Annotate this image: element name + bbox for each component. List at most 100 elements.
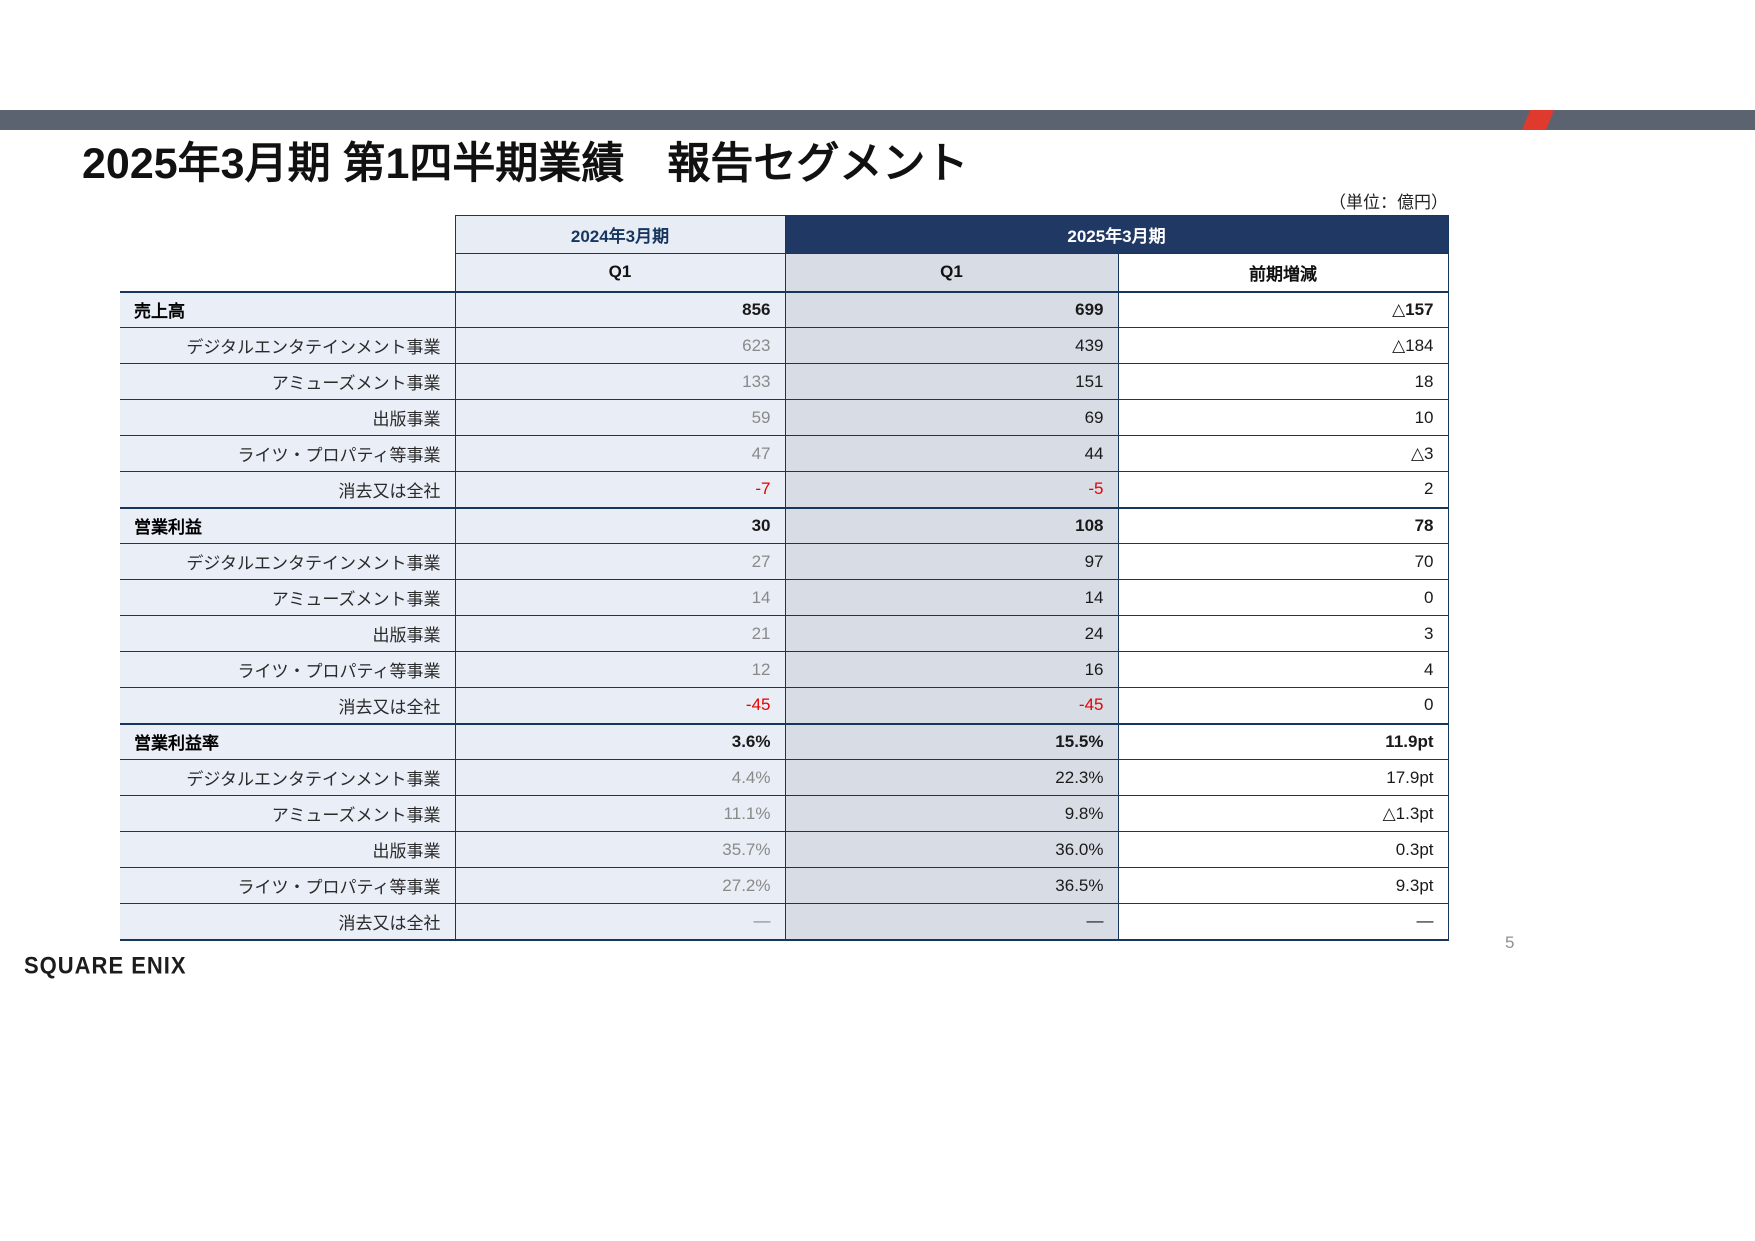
header-yoy-change: 前期増減 — [1117, 253, 1449, 292]
table-row: ライツ・プロパティ等事業 12 16 4 — [120, 651, 1449, 688]
header-q1-fy2025: Q1 — [784, 253, 1119, 292]
value-yoy-change: 11.9pt — [1117, 722, 1449, 760]
row-label: アミューズメント事業 — [120, 363, 455, 400]
value-yoy-change: 2 — [1117, 471, 1449, 508]
value-fy2025-q1: 439 — [784, 327, 1118, 364]
value-yoy-change: — — [1117, 903, 1449, 941]
value-fy2025-q1: 69 — [784, 399, 1118, 436]
value-fy2025-q1: 44 — [784, 435, 1118, 472]
value-yoy-change: △1.3pt — [1117, 795, 1449, 832]
value-fy2024-q1: -7 — [454, 471, 785, 508]
table-row: 消去又は全社 -7 -5 2 — [120, 471, 1449, 508]
value-yoy-change: △157 — [1117, 290, 1449, 328]
row-label: 消去又は全社 — [120, 903, 455, 941]
value-yoy-change: 10 — [1117, 399, 1449, 436]
segment-results-table: 2024年3月期 2025年3月期 Q1 Q1 前期増減 売上高 856 699 △1… — [120, 215, 1449, 941]
value-fy2025-q1: 24 — [784, 615, 1118, 652]
row-label: 出版事業 — [120, 831, 455, 868]
top-divider-bar — [0, 110, 1755, 130]
row-label: ライツ・プロパティ等事業 — [120, 867, 455, 904]
row-label: デジタルエンタテインメント事業 — [120, 759, 455, 796]
value-fy2024-q1: 30 — [454, 506, 785, 544]
row-label: デジタルエンタテインメント事業 — [120, 543, 455, 580]
page-number: 5 — [1505, 933, 1515, 952]
value-fy2025-q1: 16 — [784, 651, 1118, 688]
unit-note: （単位：億円） — [1329, 193, 1448, 212]
table-row: デジタルエンタテインメント事業 27 97 70 — [120, 543, 1449, 580]
value-fy2024-q1: 856 — [454, 290, 785, 328]
square-enix-logo: SQUARE ENIX — [24, 951, 187, 979]
value-fy2025-q1: 36.0% — [784, 831, 1118, 868]
row-label: 消去又は全社 — [120, 687, 455, 724]
value-fy2025-q1: — — [784, 903, 1118, 941]
row-label: 出版事業 — [120, 615, 455, 652]
value-yoy-change: 0 — [1117, 687, 1449, 724]
value-yoy-change: 78 — [1117, 506, 1449, 544]
value-fy2025-q1: 699 — [784, 290, 1118, 328]
row-label: ライツ・プロパティ等事業 — [120, 651, 455, 688]
table-row: デジタルエンタテインメント事業 4.4% 22.3% 17.9pt — [120, 759, 1449, 796]
row-label: 営業利益率 — [120, 722, 455, 760]
table-row: アミューズメント事業 14 14 0 — [120, 579, 1449, 616]
value-fy2025-q1: 15.5% — [784, 722, 1118, 760]
row-label: ライツ・プロパティ等事業 — [120, 435, 455, 472]
row-label: アミューズメント事業 — [120, 579, 455, 616]
value-fy2025-q1: -45 — [784, 687, 1118, 724]
table-row: 消去又は全社 — — — — [120, 903, 1449, 941]
table-row: ライツ・プロパティ等事業 47 44 △3 — [120, 435, 1449, 472]
value-yoy-change: 70 — [1117, 543, 1449, 580]
value-fy2025-q1: 108 — [784, 506, 1118, 544]
table-row: 営業利益率 3.6% 15.5% 11.9pt — [120, 722, 1449, 760]
value-fy2024-q1: 21 — [454, 615, 785, 652]
value-fy2025-q1: 36.5% — [784, 867, 1118, 904]
segment-results-table-wrap: 2024年3月期 2025年3月期 Q1 Q1 前期増減 売上高 856 699 △1… — [120, 215, 1449, 941]
value-fy2024-q1: 11.1% — [454, 795, 785, 832]
value-fy2025-q1: 97 — [784, 543, 1118, 580]
table-row: 出版事業 21 24 3 — [120, 615, 1449, 652]
table-row: 消去又は全社 -45 -45 0 — [120, 687, 1449, 724]
header-corner-cell — [120, 216, 455, 254]
header-q1-fy2024: Q1 — [454, 253, 786, 292]
value-fy2024-q1: 14 — [454, 579, 785, 616]
table-row: アミューズメント事業 133 151 18 — [120, 363, 1449, 400]
table-header-row-fiscal-years: 2024年3月期 2025年3月期 — [120, 215, 1449, 254]
header-fy2024: 2024年3月期 — [454, 215, 786, 254]
value-fy2024-q1: 27 — [454, 543, 785, 580]
header-fy2025: 2025年3月期 — [784, 215, 1449, 254]
row-label: 営業利益 — [120, 506, 455, 544]
table-row: 出版事業 35.7% 36.0% 0.3pt — [120, 831, 1449, 868]
row-label: デジタルエンタテインメント事業 — [120, 327, 455, 364]
value-yoy-change: 0 — [1117, 579, 1449, 616]
header-corner-cell-2 — [120, 254, 455, 292]
row-label: 消去又は全社 — [120, 471, 455, 508]
value-fy2024-q1: 3.6% — [454, 722, 785, 760]
value-fy2024-q1: 623 — [454, 327, 785, 364]
value-yoy-change: 0.3pt — [1117, 831, 1449, 868]
value-fy2024-q1: 12 — [454, 651, 785, 688]
value-fy2025-q1: 22.3% — [784, 759, 1118, 796]
value-fy2024-q1: 59 — [454, 399, 785, 436]
red-accent-slash — [1521, 110, 1555, 130]
table-row: 売上高 856 699 △157 — [120, 290, 1449, 328]
table-row: 営業利益 30 108 78 — [120, 506, 1449, 544]
value-yoy-change: △3 — [1117, 435, 1449, 472]
table-row: デジタルエンタテインメント事業 623 439 △184 — [120, 327, 1449, 364]
table-row: アミューズメント事業 11.1% 9.8% △1.3pt — [120, 795, 1449, 832]
value-fy2025-q1: 9.8% — [784, 795, 1118, 832]
value-fy2024-q1: 133 — [454, 363, 785, 400]
value-yoy-change: △184 — [1117, 327, 1449, 364]
table-header-row-quarters: Q1 Q1 前期増減 — [120, 253, 1449, 292]
value-fy2024-q1: -45 — [454, 687, 785, 724]
value-fy2024-q1: 35.7% — [454, 831, 785, 868]
table-row: ライツ・プロパティ等事業 27.2% 36.5% 9.3pt — [120, 867, 1449, 904]
table-body: 売上高 856 699 △157 デジタルエンタテインメント事業 623 439 △184 アミ… — [120, 290, 1449, 941]
value-fy2024-q1: — — [454, 903, 785, 941]
table-row: 出版事業 59 69 10 — [120, 399, 1449, 436]
row-label: アミューズメント事業 — [120, 795, 455, 832]
value-fy2024-q1: 47 — [454, 435, 785, 472]
value-fy2024-q1: 27.2% — [454, 867, 785, 904]
value-fy2025-q1: 151 — [784, 363, 1118, 400]
row-label: 出版事業 — [120, 399, 455, 436]
row-label: 売上高 — [120, 290, 455, 328]
value-yoy-change: 18 — [1117, 363, 1449, 400]
